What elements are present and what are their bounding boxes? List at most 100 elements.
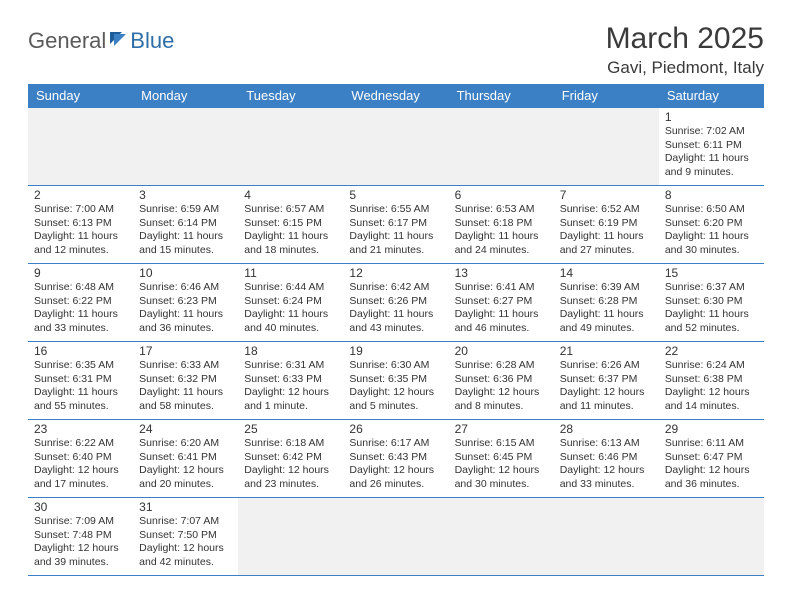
day-number: 24 <box>139 422 234 436</box>
blank-cell <box>343 108 448 186</box>
daylight-text-1: Daylight: 11 hours <box>139 386 234 400</box>
day-number: 5 <box>349 188 444 202</box>
daylight-text-2: and 21 minutes. <box>349 244 444 258</box>
daylight-text-1: Daylight: 12 hours <box>349 464 444 478</box>
dayname-thursday: Thursday <box>449 84 554 108</box>
daylight-text-1: Daylight: 12 hours <box>244 464 339 478</box>
sunset-text: Sunset: 6:20 PM <box>665 217 760 231</box>
sunset-text: Sunset: 6:32 PM <box>139 373 234 387</box>
sunrise-text: Sunrise: 6:57 AM <box>244 203 339 217</box>
day-number: 11 <box>244 266 339 280</box>
daylight-text-2: and 26 minutes. <box>349 478 444 492</box>
day-info: Sunrise: 6:59 AMSunset: 6:14 PMDaylight:… <box>139 203 234 258</box>
daylight-text-1: Daylight: 12 hours <box>34 464 129 478</box>
page-subtitle: Gavi, Piedmont, Italy <box>606 58 764 78</box>
sunset-text: Sunset: 6:47 PM <box>665 451 760 465</box>
sunrise-text: Sunrise: 6:31 AM <box>244 359 339 373</box>
day-number: 29 <box>665 422 760 436</box>
daylight-text-2: and 23 minutes. <box>244 478 339 492</box>
daylight-text-1: Daylight: 11 hours <box>34 386 129 400</box>
day-number: 25 <box>244 422 339 436</box>
sunset-text: Sunset: 6:40 PM <box>34 451 129 465</box>
sunset-text: Sunset: 6:38 PM <box>665 373 760 387</box>
day-info: Sunrise: 6:42 AMSunset: 6:26 PMDaylight:… <box>349 281 444 336</box>
sunset-text: Sunset: 6:14 PM <box>139 217 234 231</box>
day-cell-6: 6Sunrise: 6:53 AMSunset: 6:18 PMDaylight… <box>449 186 554 264</box>
day-cell-7: 7Sunrise: 6:52 AMSunset: 6:19 PMDaylight… <box>554 186 659 264</box>
dayname-monday: Monday <box>133 84 238 108</box>
day-info: Sunrise: 6:15 AMSunset: 6:45 PMDaylight:… <box>455 437 550 492</box>
sunset-text: Sunset: 6:35 PM <box>349 373 444 387</box>
day-cell-16: 16Sunrise: 6:35 AMSunset: 6:31 PMDayligh… <box>28 342 133 420</box>
flag-icon <box>108 30 128 53</box>
sunset-text: Sunset: 6:17 PM <box>349 217 444 231</box>
week-row: 2Sunrise: 7:00 AMSunset: 6:13 PMDaylight… <box>28 186 764 264</box>
sunset-text: Sunset: 6:31 PM <box>34 373 129 387</box>
sunset-text: Sunset: 6:19 PM <box>560 217 655 231</box>
sunrise-text: Sunrise: 7:02 AM <box>665 125 760 139</box>
sunset-text: Sunset: 6:37 PM <box>560 373 655 387</box>
day-cell-26: 26Sunrise: 6:17 AMSunset: 6:43 PMDayligh… <box>343 420 448 498</box>
daylight-text-2: and 5 minutes. <box>349 400 444 414</box>
daylight-text-2: and 58 minutes. <box>139 400 234 414</box>
daylight-text-1: Daylight: 11 hours <box>34 308 129 322</box>
calendar-table: SundayMondayTuesdayWednesdayThursdayFrid… <box>28 84 764 576</box>
sunset-text: Sunset: 7:50 PM <box>139 529 234 543</box>
sunrise-text: Sunrise: 7:00 AM <box>34 203 129 217</box>
daylight-text-2: and 40 minutes. <box>244 322 339 336</box>
daylight-text-1: Daylight: 12 hours <box>455 464 550 478</box>
sunset-text: Sunset: 6:46 PM <box>560 451 655 465</box>
sunset-text: Sunset: 6:45 PM <box>455 451 550 465</box>
daylight-text-2: and 33 minutes. <box>34 322 129 336</box>
daylight-text-2: and 42 minutes. <box>139 556 234 570</box>
sunrise-text: Sunrise: 6:48 AM <box>34 281 129 295</box>
day-number: 23 <box>34 422 129 436</box>
daylight-text-1: Daylight: 11 hours <box>665 152 760 166</box>
dayname-sunday: Sunday <box>28 84 133 108</box>
day-number: 15 <box>665 266 760 280</box>
blank-cell <box>449 498 554 576</box>
sunrise-text: Sunrise: 6:35 AM <box>34 359 129 373</box>
daylight-text-1: Daylight: 12 hours <box>244 386 339 400</box>
sunrise-text: Sunrise: 6:30 AM <box>349 359 444 373</box>
day-info: Sunrise: 7:09 AMSunset: 7:48 PMDaylight:… <box>34 515 129 570</box>
day-cell-9: 9Sunrise: 6:48 AMSunset: 6:22 PMDaylight… <box>28 264 133 342</box>
week-row: 1Sunrise: 7:02 AMSunset: 6:11 PMDaylight… <box>28 108 764 186</box>
sunset-text: Sunset: 6:27 PM <box>455 295 550 309</box>
logo-text-general: General <box>28 28 106 54</box>
sunrise-text: Sunrise: 6:37 AM <box>665 281 760 295</box>
daylight-text-1: Daylight: 12 hours <box>665 386 760 400</box>
day-number: 12 <box>349 266 444 280</box>
day-info: Sunrise: 6:26 AMSunset: 6:37 PMDaylight:… <box>560 359 655 414</box>
blank-cell <box>238 498 343 576</box>
sunrise-text: Sunrise: 6:39 AM <box>560 281 655 295</box>
day-number: 16 <box>34 344 129 358</box>
daylight-text-1: Daylight: 11 hours <box>244 230 339 244</box>
day-cell-23: 23Sunrise: 6:22 AMSunset: 6:40 PMDayligh… <box>28 420 133 498</box>
day-number: 10 <box>139 266 234 280</box>
daylight-text-1: Daylight: 12 hours <box>349 386 444 400</box>
sunset-text: Sunset: 6:11 PM <box>665 139 760 153</box>
daylight-text-2: and 39 minutes. <box>34 556 129 570</box>
day-number: 13 <box>455 266 550 280</box>
day-info: Sunrise: 6:17 AMSunset: 6:43 PMDaylight:… <box>349 437 444 492</box>
day-cell-1: 1Sunrise: 7:02 AMSunset: 6:11 PMDaylight… <box>659 108 764 186</box>
day-info: Sunrise: 6:39 AMSunset: 6:28 PMDaylight:… <box>560 281 655 336</box>
page-title: March 2025 <box>606 22 764 56</box>
day-number: 20 <box>455 344 550 358</box>
day-info: Sunrise: 6:24 AMSunset: 6:38 PMDaylight:… <box>665 359 760 414</box>
sunset-text: Sunset: 6:36 PM <box>455 373 550 387</box>
sunset-text: Sunset: 6:26 PM <box>349 295 444 309</box>
sunset-text: Sunset: 6:15 PM <box>244 217 339 231</box>
sunrise-text: Sunrise: 6:42 AM <box>349 281 444 295</box>
sunrise-text: Sunrise: 6:20 AM <box>139 437 234 451</box>
day-cell-17: 17Sunrise: 6:33 AMSunset: 6:32 PMDayligh… <box>133 342 238 420</box>
day-cell-25: 25Sunrise: 6:18 AMSunset: 6:42 PMDayligh… <box>238 420 343 498</box>
blank-cell <box>659 498 764 576</box>
sunset-text: Sunset: 6:30 PM <box>665 295 760 309</box>
dayname-friday: Friday <box>554 84 659 108</box>
day-cell-4: 4Sunrise: 6:57 AMSunset: 6:15 PMDaylight… <box>238 186 343 264</box>
day-number: 14 <box>560 266 655 280</box>
sunrise-text: Sunrise: 6:18 AM <box>244 437 339 451</box>
daylight-text-1: Daylight: 11 hours <box>665 308 760 322</box>
